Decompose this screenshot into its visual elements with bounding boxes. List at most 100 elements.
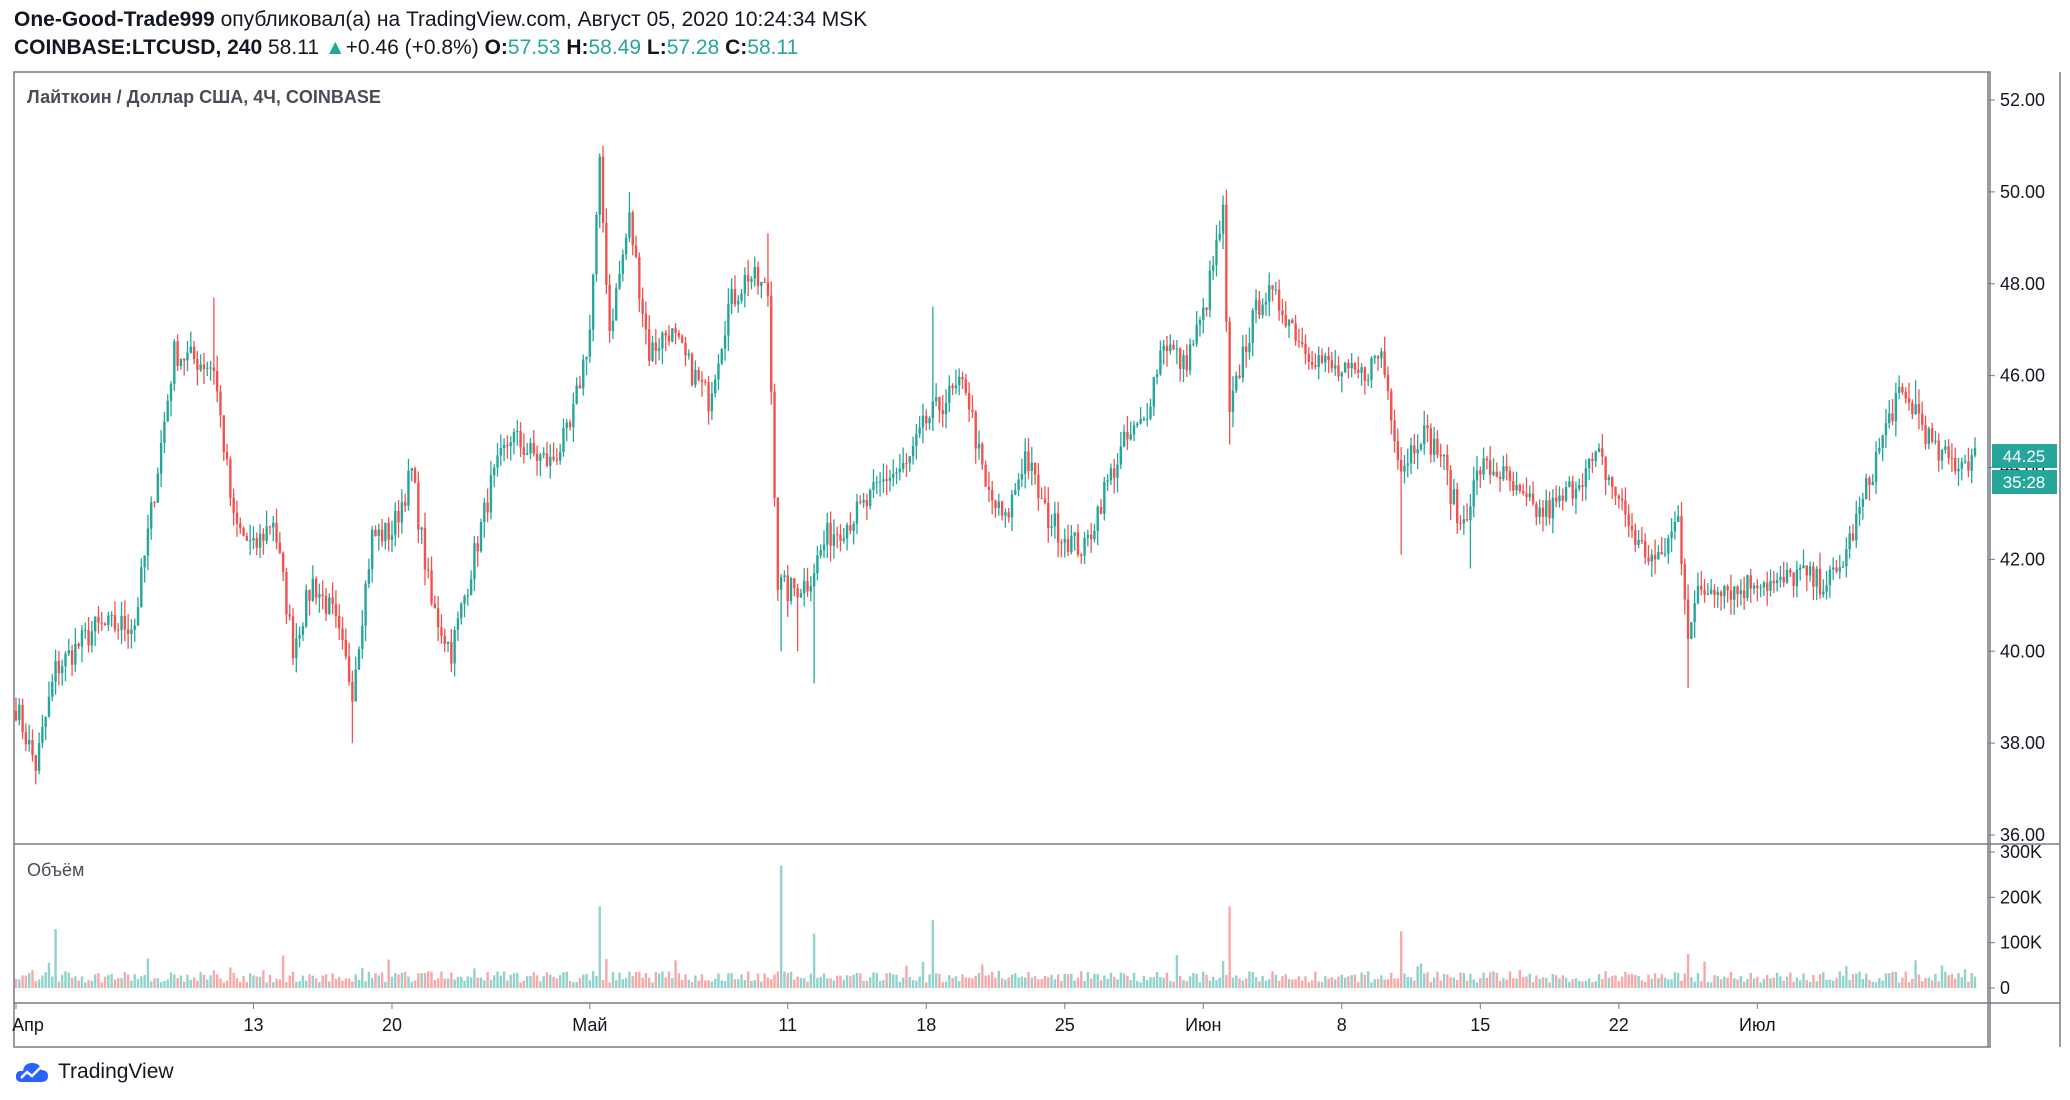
volume-bar (1324, 976, 1327, 988)
candle (47, 681, 51, 718)
volume-bar (1502, 978, 1505, 988)
candle (37, 732, 41, 775)
volume-bar (1274, 974, 1278, 988)
price-tick-label: 42.00 (2000, 549, 2045, 569)
candle-body (1904, 392, 1907, 399)
candle-body (595, 215, 598, 275)
tradingview-logo[interactable]: TradingView (14, 1060, 174, 1084)
candle-body (1878, 447, 1881, 452)
candle (463, 594, 466, 618)
time-tick-label: Июл (1739, 1015, 1776, 1035)
volume-bar (1571, 979, 1574, 988)
candle-body (64, 653, 67, 667)
volume-bar (1897, 982, 1901, 988)
candle (258, 524, 262, 558)
candle-body (835, 534, 839, 536)
candle-body (1822, 591, 1825, 595)
volume-bar (1808, 981, 1812, 988)
volume-bar (961, 974, 964, 988)
volume-bar (483, 980, 486, 988)
candle-body (1251, 310, 1254, 344)
candle (733, 275, 737, 307)
time-axis[interactable]: Апр 13 20 Май 11 18 25 Июн 8 15 22 Июл (12, 1003, 1776, 1035)
candle (1894, 382, 1898, 437)
candle (1116, 453, 1119, 493)
volume-bar (1004, 979, 1007, 988)
candle (268, 525, 272, 535)
volume-bar (1314, 971, 1317, 988)
candle (535, 445, 539, 476)
volume-bar (1208, 980, 1212, 988)
candle (954, 369, 958, 395)
candle-body (644, 313, 648, 330)
candle-body (209, 367, 212, 369)
candle (994, 499, 997, 518)
volume-bar (1634, 975, 1637, 988)
author-name[interactable]: One-Good-Trade999 (14, 8, 215, 31)
volume-bar (140, 976, 143, 988)
candle-body (1376, 356, 1380, 359)
candle (1076, 524, 1080, 558)
candle-body (1795, 569, 1799, 586)
candle (1587, 457, 1591, 481)
candle (582, 354, 585, 396)
volume-bar (1937, 981, 1940, 988)
candle-body (1129, 434, 1132, 440)
volume-bar (321, 975, 324, 988)
candle-body (1370, 357, 1373, 380)
candle-body (1093, 530, 1096, 540)
volume-bar (1597, 973, 1601, 988)
candle-body (1413, 445, 1416, 454)
candle-body (1864, 478, 1868, 499)
volume-bar (680, 979, 684, 988)
candle (529, 437, 532, 460)
candle (285, 568, 288, 625)
volume-bar (720, 980, 723, 988)
volume-bar (1512, 977, 1515, 988)
candle (753, 256, 756, 287)
candle (1789, 567, 1792, 578)
candle (1294, 314, 1297, 346)
candle-body (1574, 488, 1578, 499)
candle (1525, 477, 1528, 507)
volume-bar (110, 974, 113, 988)
volume-bar (1683, 973, 1686, 988)
candle-body (321, 594, 324, 596)
candle (1083, 531, 1086, 564)
candle-body (1584, 468, 1588, 487)
candle (370, 526, 374, 583)
candle-body (740, 293, 743, 301)
volume-bar (898, 981, 902, 988)
symbol-name[interactable]: COINBASE:LTCUSD, 240 (14, 36, 263, 59)
volume-bar (1172, 981, 1175, 988)
candle (324, 587, 328, 621)
volume-bar (1413, 980, 1416, 988)
candle (1874, 441, 1878, 494)
volume-bar (509, 974, 512, 988)
volume-bar (539, 981, 542, 988)
volume-bar (463, 980, 466, 988)
candle-body (882, 479, 885, 482)
volume-bar (743, 980, 747, 988)
candle-body (1785, 569, 1789, 583)
candle-body (394, 510, 397, 536)
volume-bar (624, 977, 628, 988)
candle (1175, 340, 1179, 365)
candle (1640, 527, 1644, 545)
candle-body (842, 538, 845, 541)
candle-body (298, 634, 301, 639)
volume-bar (1749, 973, 1752, 988)
candle (90, 621, 94, 653)
volume-bar (921, 961, 925, 988)
volume-bar (255, 976, 258, 988)
candle-body (1930, 428, 1934, 442)
candle (1271, 285, 1274, 302)
candle (206, 361, 209, 377)
volume-bar (1630, 973, 1634, 988)
candle-body (272, 522, 275, 528)
candle-body (951, 385, 954, 389)
candle-body (1122, 431, 1126, 447)
volume-bar (460, 976, 463, 988)
